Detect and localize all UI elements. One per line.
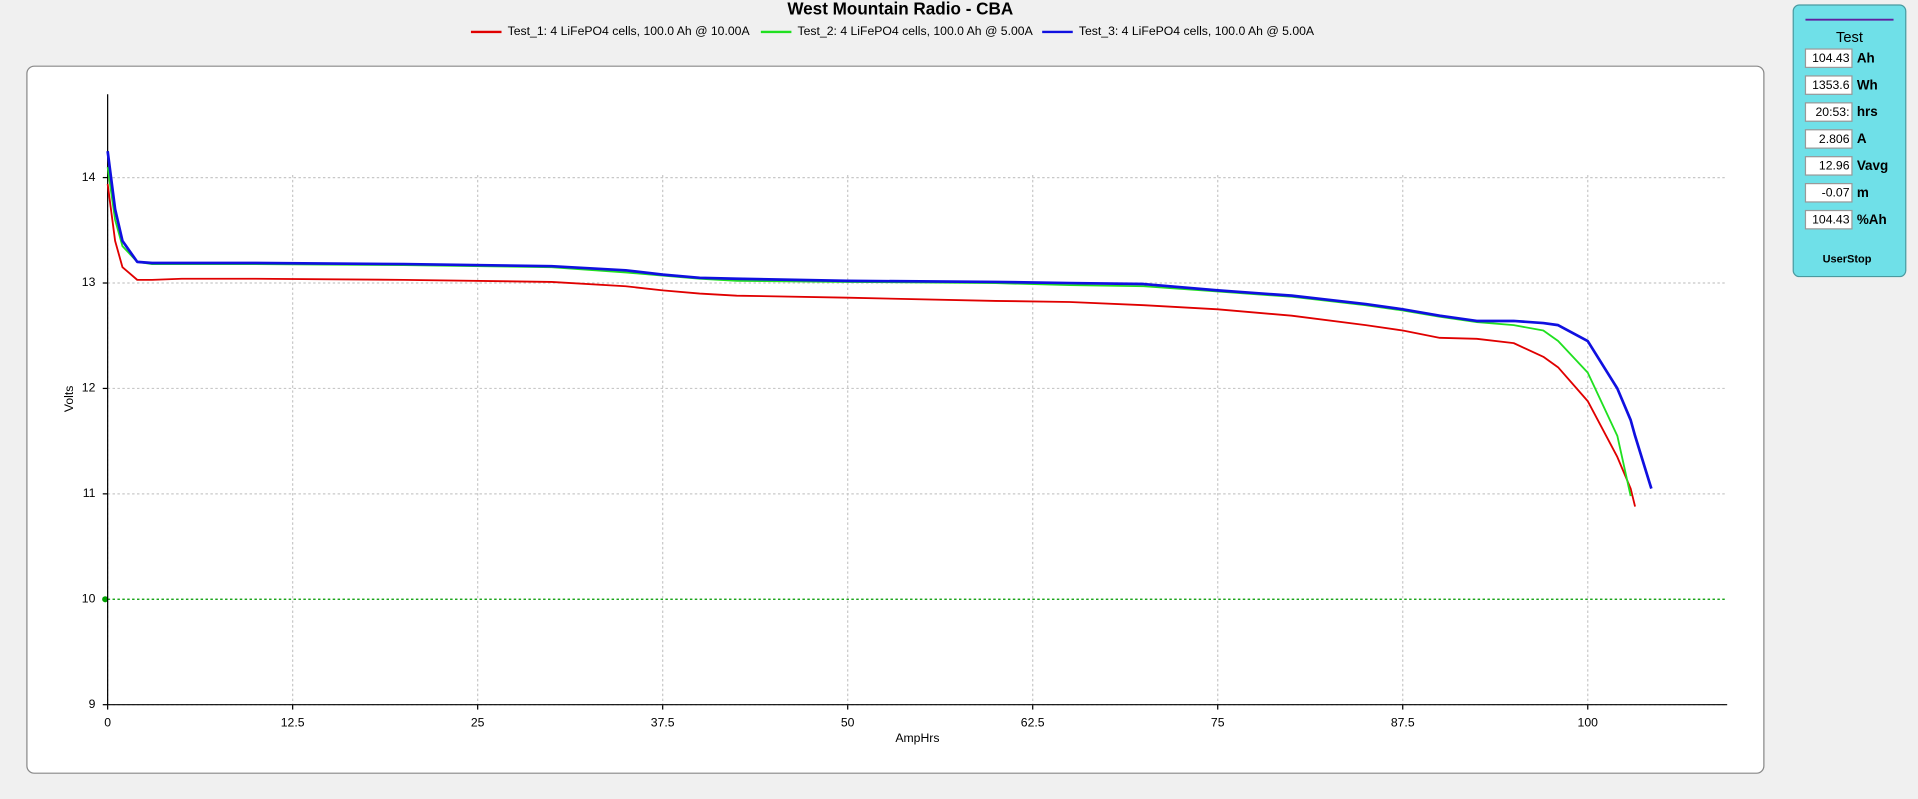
y-axis-label: Volts: [62, 386, 76, 413]
field-box: [1804, 129, 1853, 149]
x-tick-label: 0: [104, 715, 111, 729]
field-box: [1804, 156, 1853, 176]
y-tick-label: 14: [82, 170, 96, 184]
field-unit: hrs: [1857, 104, 1878, 119]
x-tick-label: 87.5: [1391, 715, 1415, 729]
x-tick-label: 100: [1578, 715, 1599, 729]
series-line: [106, 151, 1653, 489]
y-tick-label: 11: [83, 486, 96, 500]
x-tick-label: 12.5: [281, 715, 305, 729]
legend-label: Test_2: 4 LiFePO4 cells, 100.0 Ah @ 5.00…: [798, 24, 1034, 38]
panel-fields: 104.43 Ah 1353.6 Wh 20:53: hrs 2.806 A 12.96 Vavg…: [1804, 48, 1888, 230]
field-value: 104.43: [1812, 51, 1850, 65]
y-tick-label: 13: [82, 275, 96, 289]
legend-label: Test_1: 4 LiFePO4 cells, 100.0 Ah @ 10.0…: [508, 24, 751, 38]
field-value: 12.96: [1819, 159, 1850, 173]
x-axis-label: AmpHrs: [895, 731, 939, 745]
field-unit: m: [1857, 185, 1869, 200]
panel-title: Test: [1836, 30, 1863, 46]
field-box: [1804, 48, 1853, 69]
chart-panel: [26, 65, 1765, 774]
x-tick-label: 75: [1211, 715, 1225, 729]
field-value: 2.806: [1819, 132, 1850, 146]
field-unit: A: [1857, 131, 1867, 146]
field-value: 20:53:: [1816, 105, 1850, 119]
field-value: 1353.6: [1812, 78, 1850, 92]
x-tick-label: 37.5: [651, 715, 675, 729]
y-tick-label: 9: [89, 697, 96, 711]
field-unit: Wh: [1857, 77, 1878, 92]
field-unit: Ah: [1857, 50, 1875, 65]
field-value: -0.07: [1822, 186, 1850, 200]
legend-label: Test_3: 4 LiFePO4 cells, 100.0 Ah @ 5.00…: [1079, 24, 1315, 38]
x-tick-label: 62.5: [1021, 715, 1045, 729]
field-value: 104.43: [1812, 213, 1850, 227]
x-tick-label: 25: [471, 715, 485, 729]
reference-marker: [102, 596, 109, 603]
field-box: [1804, 102, 1853, 122]
field-unit: %Ah: [1857, 212, 1887, 227]
field-unit: Vavg: [1857, 158, 1888, 173]
field-box: [1804, 209, 1853, 230]
y-tick-label: 10: [82, 592, 96, 606]
field-box: [1804, 182, 1853, 203]
stop-button-label[interactable]: UserStop: [1823, 253, 1872, 265]
x-tick-label: 50: [841, 715, 855, 729]
y-tick-label: 12: [82, 381, 96, 395]
field-box: [1804, 75, 1853, 95]
series-line: [106, 183, 1636, 507]
chart-title: West Mountain Radio - CBA: [787, 0, 1013, 18]
